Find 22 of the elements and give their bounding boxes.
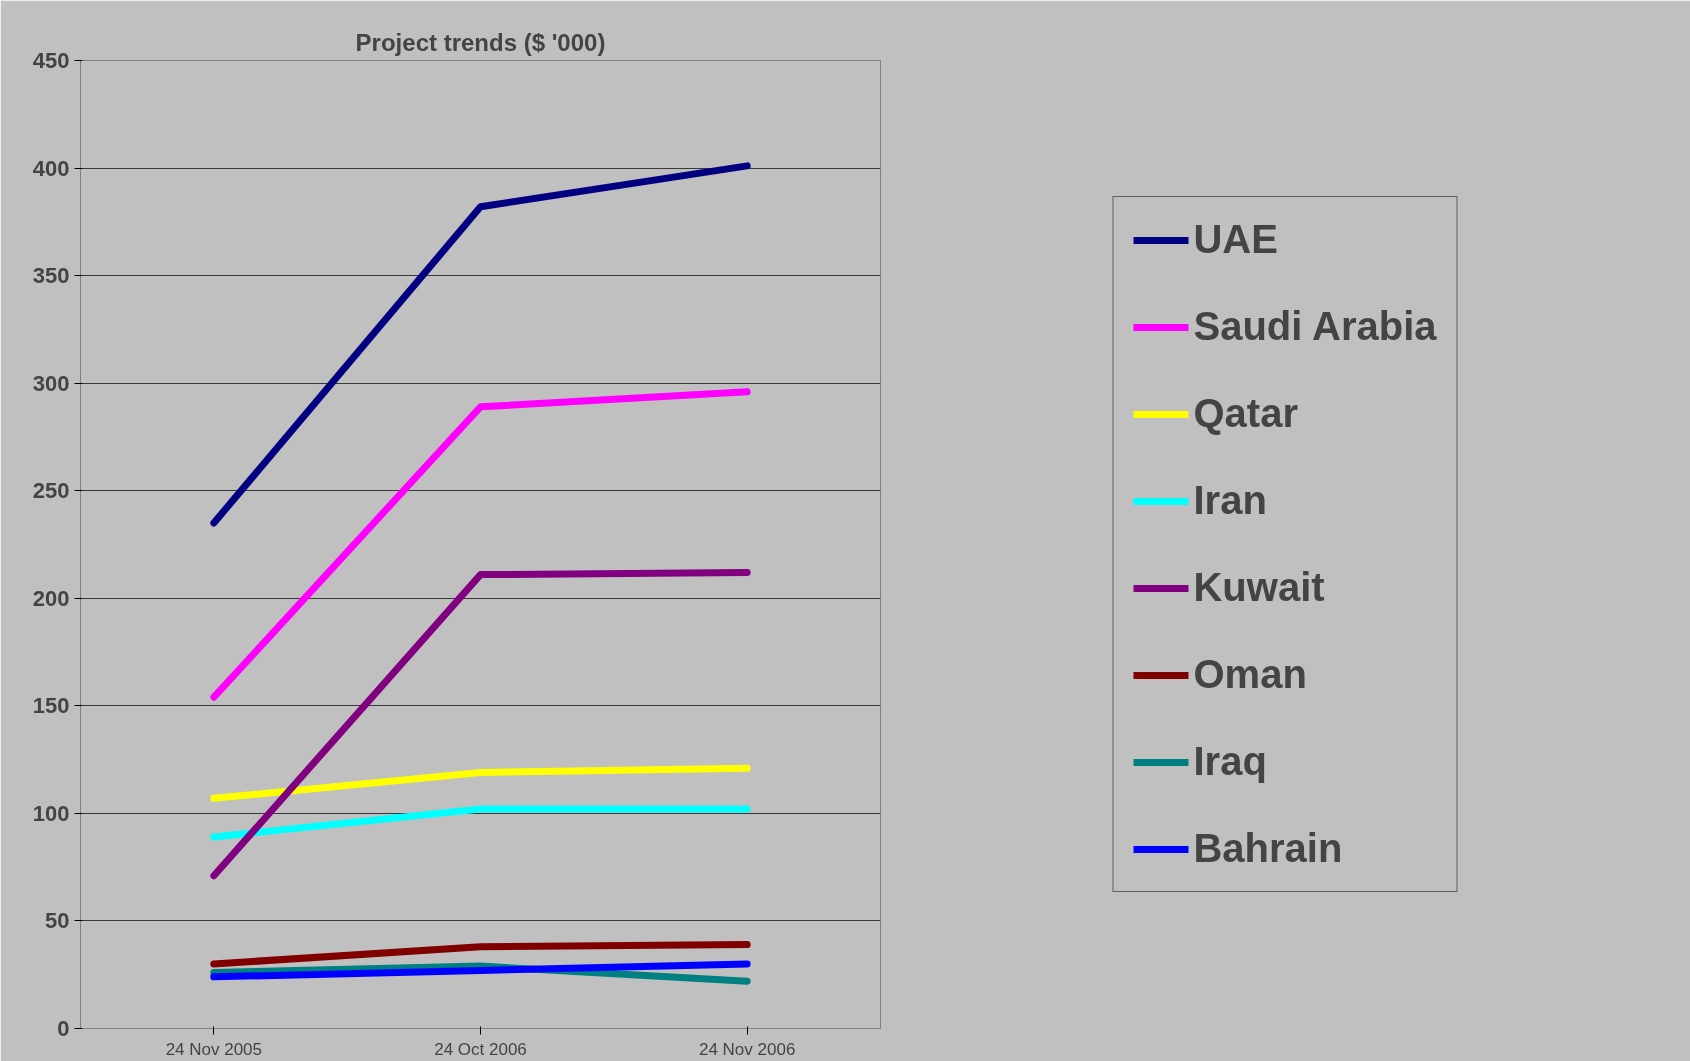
legend-label: Bahrain <box>1193 826 1343 871</box>
x-tick-label: 24 Oct 2006 <box>434 1039 527 1059</box>
legend-label: Saudi Arabia <box>1193 304 1437 349</box>
y-tick-label: 200 <box>32 585 70 611</box>
y-tick-label: 450 <box>32 48 70 73</box>
x-tick-label: 24 Nov 2006 <box>698 1039 796 1059</box>
chart-title: Project trends ($ '000) <box>355 28 606 56</box>
legend-label: Iran <box>1193 478 1267 523</box>
y-tick-label: 400 <box>32 155 70 181</box>
x-tick-label: 24 Nov 2005 <box>165 1039 263 1059</box>
legend-label: Oman <box>1193 652 1307 697</box>
y-tick-label: 100 <box>32 800 70 826</box>
y-tick-label: 50 <box>45 908 70 934</box>
legend-label: UAE <box>1193 217 1278 262</box>
legend-label: Iraq <box>1193 739 1267 784</box>
legend-label: Kuwait <box>1193 565 1325 610</box>
legend-label: Qatar <box>1193 391 1298 436</box>
y-tick-label: 350 <box>32 263 70 289</box>
y-tick-label: 300 <box>32 370 70 396</box>
y-tick-label: 250 <box>32 478 70 504</box>
y-tick-label: 150 <box>32 693 70 719</box>
y-tick-label: 0 <box>57 1016 70 1041</box>
